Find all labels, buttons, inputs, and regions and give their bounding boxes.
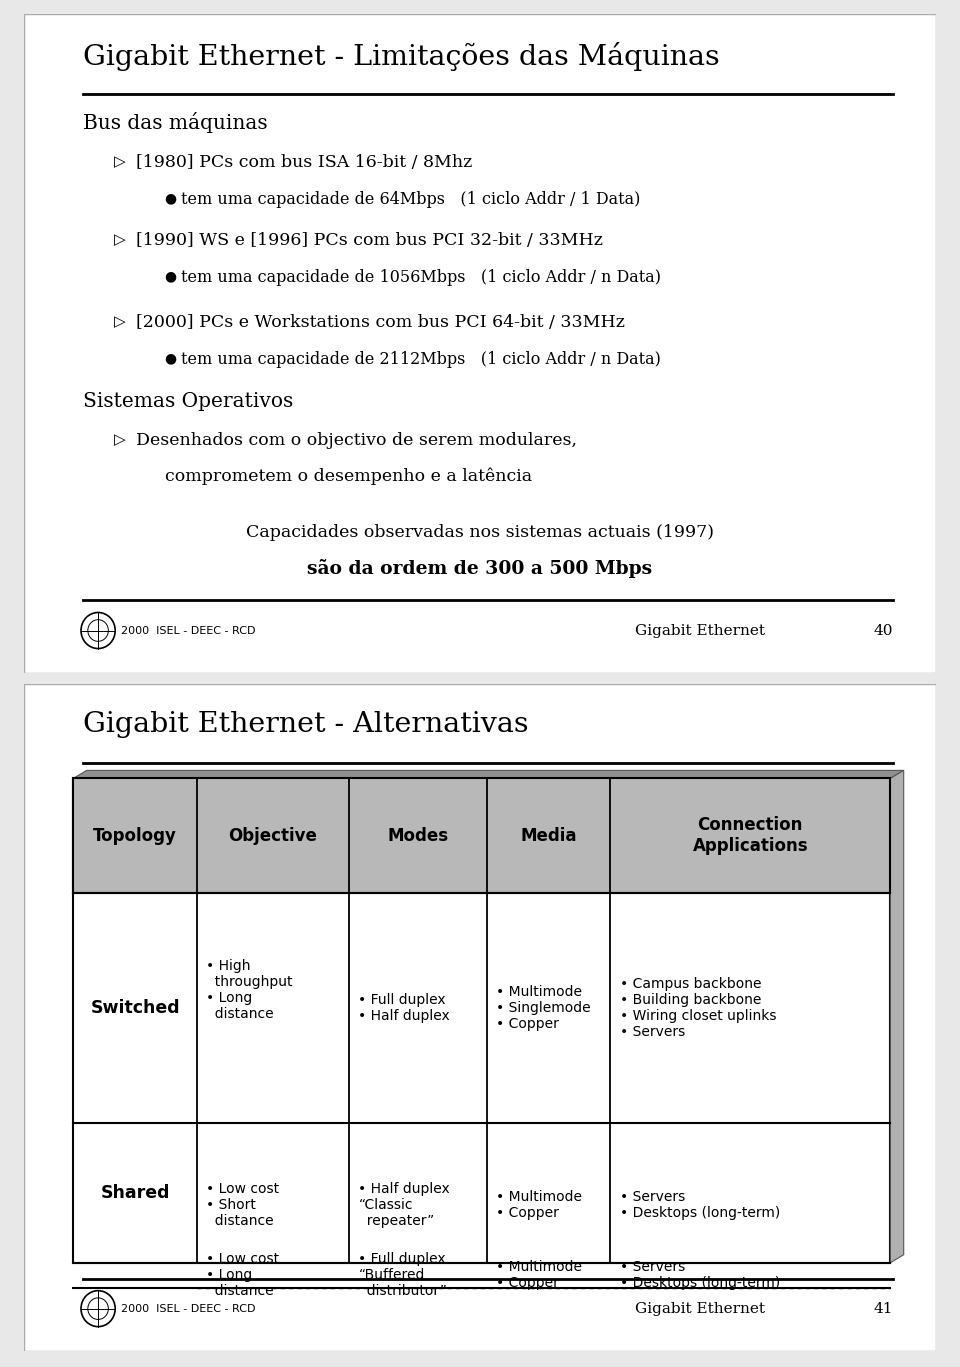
FancyBboxPatch shape: [24, 684, 936, 1351]
Text: Gigabit Ethernet: Gigabit Ethernet: [636, 1301, 765, 1315]
Text: [1980] PCs com bus ISA 16-bit / 8Mhz: [1980] PCs com bus ISA 16-bit / 8Mhz: [136, 154, 472, 171]
Text: Capacidades observadas nos sistemas actuais (1997): Capacidades observadas nos sistemas actu…: [246, 525, 714, 541]
Text: 40: 40: [874, 623, 893, 637]
Text: Objective: Objective: [228, 827, 318, 845]
FancyBboxPatch shape: [73, 778, 891, 1263]
Text: • Low cost
• Short
  distance: • Low cost • Short distance: [206, 1182, 279, 1229]
Text: Sistemas Operativos: Sistemas Operativos: [83, 392, 293, 411]
Text: • Multimode
• Copper: • Multimode • Copper: [496, 1191, 582, 1221]
Text: ●: ●: [164, 191, 177, 205]
Text: • Campus backbone
• Building backbone
• Wiring closet uplinks
• Servers: • Campus backbone • Building backbone • …: [619, 977, 776, 1039]
Text: • Full duplex
• Half duplex: • Full duplex • Half duplex: [358, 992, 450, 1023]
Text: Connection
Applications: Connection Applications: [692, 816, 808, 856]
Text: Desenhados com o objectivo de serem modulares,: Desenhados com o objectivo de serem modu…: [136, 432, 577, 450]
FancyBboxPatch shape: [24, 14, 936, 673]
Text: tem uma capacidade de 1056Mbps   (1 ciclo Addr / n Data): tem uma capacidade de 1056Mbps (1 ciclo …: [180, 269, 660, 286]
Text: Gigabit Ethernet - Limitações das Máquinas: Gigabit Ethernet - Limitações das Máquin…: [83, 42, 720, 71]
Text: • Servers
• Desktops (long-term): • Servers • Desktops (long-term): [619, 1191, 780, 1221]
Text: comprometem o desempenho e a latência: comprometem o desempenho e a latência: [164, 468, 532, 485]
Text: • Full duplex
“Buffered
  distributor”: • Full duplex “Buffered distributor”: [358, 1252, 447, 1299]
Text: ▷: ▷: [114, 232, 126, 247]
FancyBboxPatch shape: [73, 778, 891, 893]
Text: ▷: ▷: [114, 314, 126, 329]
Text: • Low cost
• Long
  distance: • Low cost • Long distance: [206, 1252, 279, 1299]
Text: 2000  ISEL - DEEC - RCD: 2000 ISEL - DEEC - RCD: [121, 626, 255, 636]
Text: [1990] WS e [1996] PCs com bus PCI 32-bit / 33MHz: [1990] WS e [1996] PCs com bus PCI 32-bi…: [136, 232, 603, 249]
Circle shape: [81, 1290, 115, 1326]
Text: tem uma capacidade de 64Mbps   (1 ciclo Addr / 1 Data): tem uma capacidade de 64Mbps (1 ciclo Ad…: [180, 191, 640, 208]
Text: Media: Media: [520, 827, 577, 845]
Text: • Servers
• Desktops (long-term): • Servers • Desktops (long-term): [619, 1260, 780, 1290]
Text: tem uma capacidade de 2112Mbps   (1 ciclo Addr / n Data): tem uma capacidade de 2112Mbps (1 ciclo …: [180, 351, 660, 368]
Text: Modes: Modes: [387, 827, 448, 845]
Polygon shape: [73, 771, 903, 778]
Text: Gigabit Ethernet: Gigabit Ethernet: [636, 623, 765, 637]
Text: [2000] PCs e Workstations com bus PCI 64-bit / 33MHz: [2000] PCs e Workstations com bus PCI 64…: [136, 314, 625, 331]
Text: 2000  ISEL - DEEC - RCD: 2000 ISEL - DEEC - RCD: [121, 1304, 255, 1314]
Circle shape: [81, 612, 115, 648]
Text: Shared: Shared: [101, 1184, 170, 1202]
Text: Switched: Switched: [90, 999, 180, 1017]
Text: • Half duplex
“Classic
  repeater”: • Half duplex “Classic repeater”: [358, 1182, 450, 1229]
Text: • Multimode
• Copper: • Multimode • Copper: [496, 1260, 582, 1290]
Text: • High
  throughput
• Long
  distance: • High throughput • Long distance: [206, 958, 293, 1021]
Text: Topology: Topology: [93, 827, 177, 845]
Text: são da ordem de 300 a 500 Mbps: são da ordem de 300 a 500 Mbps: [307, 559, 653, 578]
Text: • Multimode
• Singlemode
• Copper: • Multimode • Singlemode • Copper: [496, 984, 590, 1031]
Text: Gigabit Ethernet - Alternativas: Gigabit Ethernet - Alternativas: [83, 711, 529, 738]
Text: 41: 41: [874, 1301, 893, 1315]
Text: Bus das máquinas: Bus das máquinas: [83, 112, 268, 133]
Text: ▷: ▷: [114, 154, 126, 170]
Polygon shape: [891, 771, 903, 1263]
Text: ●: ●: [164, 351, 177, 365]
Text: ●: ●: [164, 269, 177, 283]
Text: ▷: ▷: [114, 432, 126, 447]
